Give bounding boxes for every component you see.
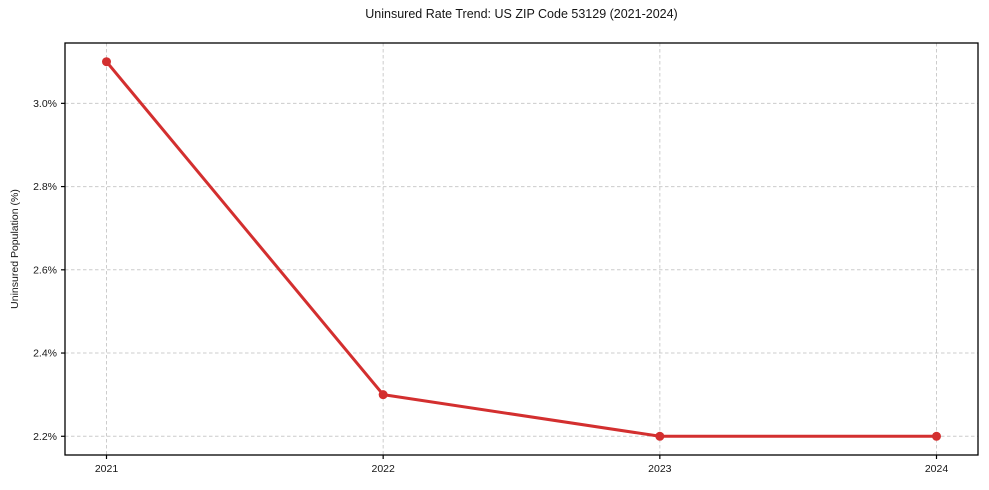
x-tick-label: 2024 [925,463,949,475]
x-tick-label: 2021 [95,463,119,475]
y-tick-label: 2.6% [33,264,57,276]
plot-border [64,42,979,456]
trend-line [105,60,938,438]
x-tick-label: 2023 [648,463,672,475]
y-tick-label: 2.8% [33,181,57,193]
data-point [655,431,665,441]
y-tick-label: 2.2% [33,431,57,443]
x-tick-label: 2022 [371,463,395,475]
data-point [102,57,111,67]
y-tick-label: 3.0% [33,98,57,110]
chart-title: Uninsured Rate Trend: US ZIP Code 53129 … [365,7,678,21]
data-point [378,390,388,400]
data-point [932,431,941,441]
y-tick-label: 2.4% [33,348,57,360]
